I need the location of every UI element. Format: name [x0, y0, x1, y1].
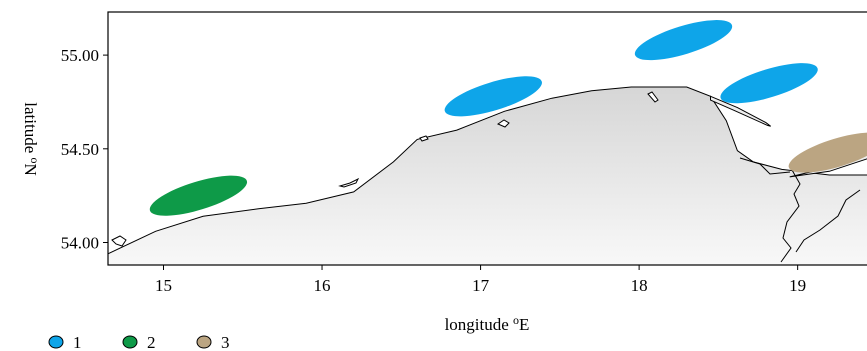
x-tick-label: 15 — [155, 276, 172, 295]
y-tick-label: 54.00 — [61, 234, 99, 253]
x-tick-label: 19 — [789, 276, 806, 295]
legend-swatch-3 — [196, 335, 212, 349]
lake — [419, 135, 429, 142]
x-tick-label: 17 — [472, 276, 490, 295]
x-tick-label: 18 — [631, 276, 648, 295]
region-group-1 — [720, 63, 818, 104]
legend-label-1: 1 — [73, 333, 82, 351]
y-axis: 54.00 54.50 55.00 — [61, 46, 108, 253]
y-tick-label: 54.50 — [61, 140, 99, 159]
legend: 1 2 3 — [48, 333, 230, 351]
legend-swatch-1 — [48, 335, 64, 349]
legend-label-3: 3 — [221, 333, 230, 351]
region-group-1 — [634, 20, 733, 61]
regions-layer — [149, 20, 867, 216]
lake — [111, 235, 127, 247]
legend-swatch-2 — [122, 335, 138, 349]
land-mass — [108, 86, 867, 265]
lake — [496, 119, 510, 128]
hel-peninsula — [710, 95, 772, 127]
lake — [338, 177, 360, 188]
y-axis-title: latitude oN — [21, 102, 42, 176]
plot-frame — [107, 11, 867, 266]
x-tick-label: 16 — [314, 276, 331, 295]
border-line — [780, 169, 801, 263]
border-line — [739, 157, 791, 175]
region-group-3 — [788, 132, 867, 173]
region-group-1 — [444, 76, 542, 117]
region-group-2 — [149, 175, 248, 216]
plot-area — [108, 20, 867, 265]
legend-label-2: 2 — [147, 333, 156, 351]
vistula-spit — [789, 154, 867, 178]
x-axis-title: longitude oE — [445, 313, 530, 334]
x-axis: 15 16 17 18 19 — [155, 265, 806, 295]
border-line — [795, 189, 861, 253]
lake — [647, 91, 659, 103]
y-tick-label: 55.00 — [61, 46, 99, 65]
